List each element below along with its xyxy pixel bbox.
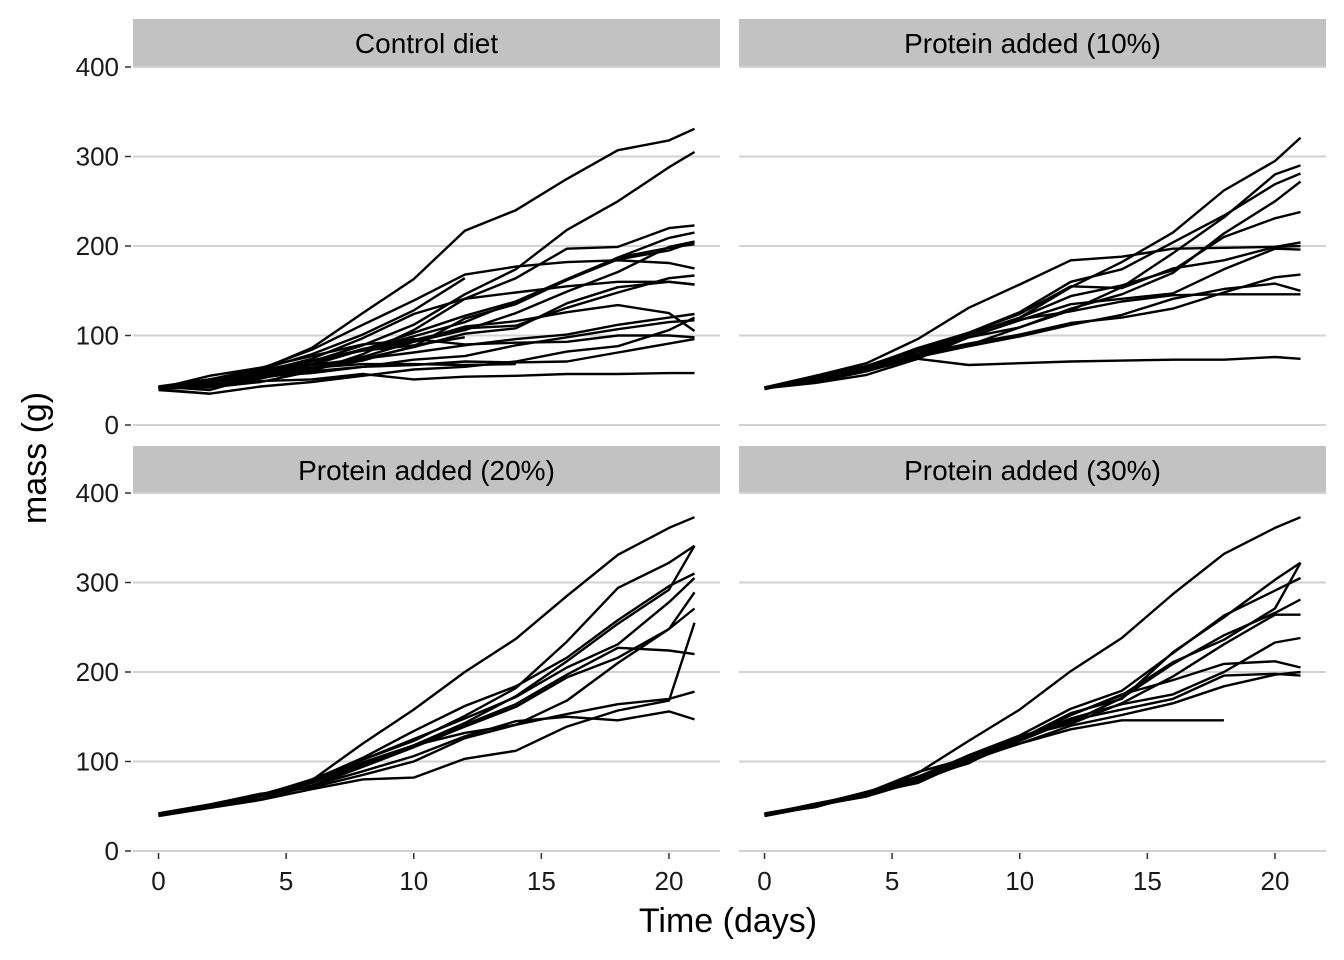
y-tick-label-bottom-200: 200: [76, 657, 119, 687]
strip-label-protein-20: Protein added (20%): [298, 455, 555, 486]
strip-label-control-diet: Control diet: [355, 28, 498, 59]
x-tick-label-left-0: 0: [151, 866, 165, 896]
y-tick-label-top-0: 0: [105, 410, 119, 440]
x-tick-label-right-15: 15: [1133, 866, 1162, 896]
series-line-protein-added-30-11: [764, 719, 1224, 816]
y-tick-label-top-100: 100: [76, 321, 119, 351]
series-line-control-diet-10: [158, 312, 695, 390]
y-tick-label-top-200: 200: [76, 231, 119, 261]
series-line-protein-added-20-1: [158, 572, 696, 816]
series-line-protein-added-20-11: [158, 710, 695, 817]
panel-protein-30: Protein added (30%): [739, 446, 1326, 852]
series-line-control-diet-18: [158, 316, 696, 395]
series-line-control-diet-22: [158, 274, 695, 390]
x-tick-label-left-15: 15: [527, 866, 556, 896]
x-tick-label-right-5: 5: [885, 866, 899, 896]
x-axis-right: 0 5 10 15 20: [757, 853, 1289, 896]
series-line-protein-added-10-5: [764, 172, 1301, 389]
series-line-protein-added-30-2: [764, 576, 1302, 816]
series-line-protein-added-10-6: [764, 244, 1301, 389]
series-line-control-diet-15: [158, 362, 516, 390]
x-tick-label-left-10: 10: [399, 866, 428, 896]
strip-control-diet: [133, 19, 720, 67]
series-line-protein-added-20-2: [158, 577, 696, 815]
y-axis-top: 0 100 200 300 400: [76, 52, 131, 440]
panel-protein-20: Protein added (20%): [133, 446, 720, 852]
y-tick-label-top-300: 300: [76, 142, 119, 172]
strip-label-protein-30: Protein added (30%): [904, 455, 1161, 486]
series-line-protein-added-10-11: [764, 282, 1301, 389]
series-line-protein-added-30-10: [764, 670, 1301, 816]
series-line-protein-added-30-8: [764, 561, 1302, 818]
series-line-control-diet-20: [158, 319, 695, 390]
strip-protein-10: [739, 19, 1326, 67]
series-line-protein-added-10-4: [764, 241, 1301, 389]
strip-label-protein-10: Protein added (10%): [904, 28, 1161, 59]
x-axis-title: Time (days): [639, 902, 817, 940]
series-line-protein-added-10-3: [764, 136, 1302, 390]
series-line-protein-added-10-1: [764, 164, 1301, 390]
x-tick-label-left-20: 20: [654, 866, 683, 896]
strip-protein-20: [133, 446, 720, 493]
y-tick-label-bottom-0: 0: [105, 836, 119, 866]
x-tick-label-left-5: 5: [279, 866, 293, 896]
series-line-control-diet-12: [158, 240, 695, 390]
series-line-protein-added-20-7: [158, 690, 695, 816]
series-line-control-diet-19: [158, 388, 210, 395]
series-line-protein-added-30-3: [764, 613, 1301, 816]
x-tick-label-right-20: 20: [1260, 866, 1289, 896]
y-axis-bottom: 0 100 200 300 400: [76, 478, 131, 866]
series-line-protein-added-20-9: [158, 591, 696, 816]
x-tick-label-right-0: 0: [757, 866, 771, 896]
series-line-protein-added-30-7: [764, 660, 1301, 816]
series-line-protein-added-30-4: [764, 598, 1302, 817]
panel-protein-10: Protein added (10%): [739, 19, 1326, 426]
series-line-protein-added-10-7: [764, 293, 1301, 389]
panel-control-diet: Control diet: [133, 19, 720, 426]
series-line-protein-added-20-10: [158, 622, 696, 818]
series-line-control-diet-21: [158, 127, 695, 391]
strip-protein-30: [739, 446, 1326, 493]
y-tick-label-top-400: 400: [76, 52, 119, 82]
y-tick-label-bottom-300: 300: [76, 568, 119, 598]
y-tick-label-bottom-400: 400: [76, 478, 119, 508]
series-line-control-diet-16: [158, 371, 695, 390]
series-line-protein-added-30-9: [764, 672, 1301, 817]
x-axis-left: 0 5 10 15 20: [151, 853, 683, 896]
y-tick-label-bottom-100: 100: [76, 747, 119, 777]
series-line-protein-added-10-12: [764, 355, 1301, 390]
series-line-protein-added-10-2: [764, 180, 1302, 389]
y-axis-title: mass (g): [16, 392, 54, 524]
series-line-protein-added-10-10: [764, 273, 1301, 390]
x-tick-label-right-10: 10: [1005, 866, 1034, 896]
